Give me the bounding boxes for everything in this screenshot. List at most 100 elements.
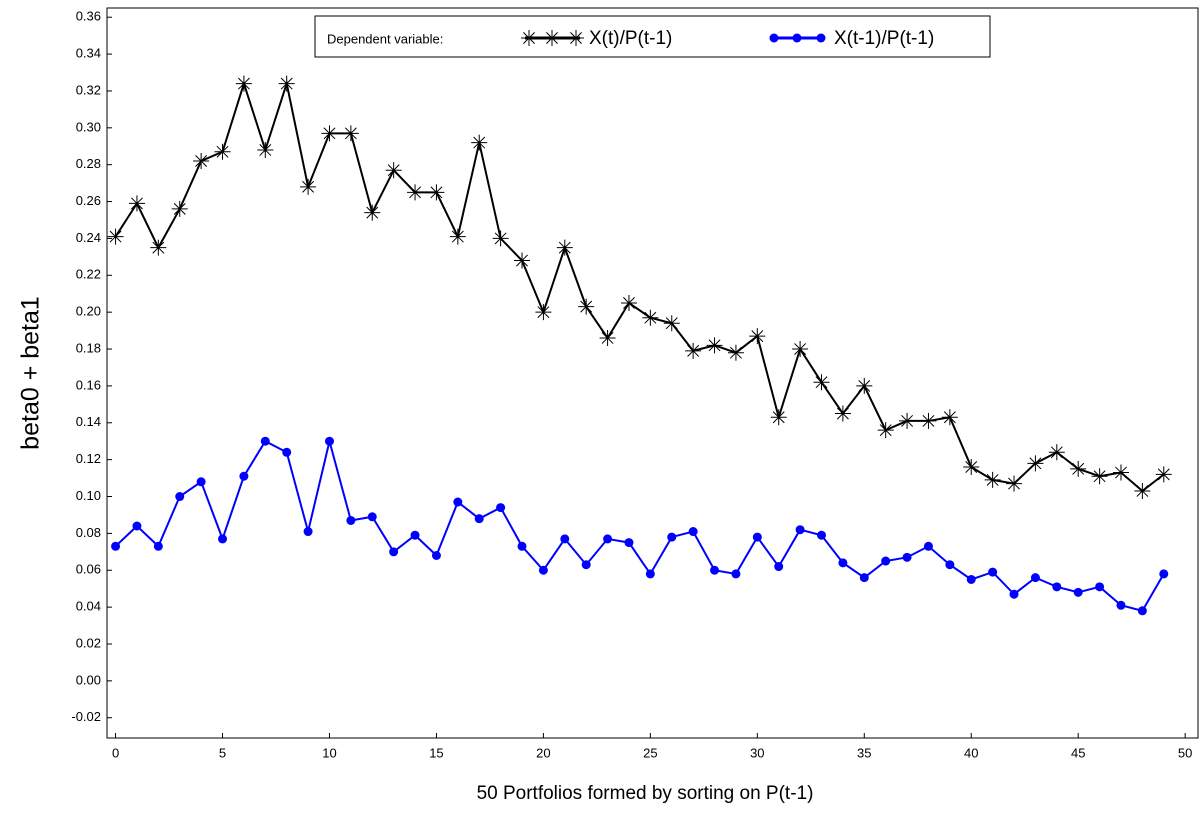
dot-marker xyxy=(816,530,826,540)
star-marker xyxy=(193,153,210,170)
star-marker xyxy=(471,134,488,151)
y-tick-label: 0.14 xyxy=(76,414,101,429)
y-tick-label: 0.32 xyxy=(76,82,101,97)
star-marker xyxy=(620,294,637,311)
dot-marker xyxy=(239,471,249,481)
y-axis-label: beta0 + beta1 xyxy=(17,296,45,450)
dot-marker xyxy=(560,534,570,544)
star-marker xyxy=(963,459,980,476)
x-tick-label: 50 xyxy=(1178,745,1192,760)
star-marker xyxy=(214,143,231,160)
dot-marker xyxy=(792,33,802,43)
dot-marker xyxy=(431,551,441,560)
dot-marker xyxy=(196,477,206,487)
dot-marker xyxy=(410,530,420,540)
dot-marker xyxy=(1073,587,1083,597)
dot-marker xyxy=(774,562,784,572)
x-tick-label: 40 xyxy=(964,745,978,760)
y-tick-label: 0.06 xyxy=(76,562,101,577)
dot-marker xyxy=(324,436,334,446)
dot-marker xyxy=(966,574,976,584)
dot-marker xyxy=(769,33,779,43)
star-marker xyxy=(128,195,145,212)
plot-frame xyxy=(106,7,1199,739)
series-line xyxy=(114,79,1165,493)
dot-marker xyxy=(645,569,655,579)
star-marker xyxy=(257,141,274,158)
dot-marker xyxy=(132,521,142,531)
star-marker xyxy=(856,377,873,394)
y-tick-label: 0.18 xyxy=(76,340,101,355)
star-marker xyxy=(1155,466,1172,483)
dot-marker xyxy=(923,541,933,551)
star-marker xyxy=(1070,460,1087,477)
x-tick-label: 20 xyxy=(536,745,550,760)
star-marker xyxy=(544,30,560,46)
star-marker xyxy=(1134,482,1151,499)
dot-marker xyxy=(303,527,313,537)
star-marker xyxy=(428,184,445,201)
dot-marker xyxy=(945,560,955,570)
dot-marker xyxy=(517,541,527,551)
dot-marker xyxy=(902,552,912,562)
dot-marker xyxy=(496,503,506,513)
x-tick-label: 5 xyxy=(219,745,226,760)
x-tick-label: 10 xyxy=(322,745,336,760)
star-marker xyxy=(984,471,1001,488)
star-marker xyxy=(521,30,537,46)
star-marker xyxy=(150,239,167,256)
star-marker xyxy=(941,409,958,426)
dot-marker xyxy=(453,497,463,507)
dot-marker xyxy=(710,565,720,575)
star-marker xyxy=(877,422,894,439)
dot-marker xyxy=(752,532,762,542)
dot-marker xyxy=(389,547,399,557)
legend-label: X(t-1)/P(t-1) xyxy=(834,28,934,49)
y-tick-label: 0.28 xyxy=(76,156,101,171)
y-tick-label: 0.04 xyxy=(76,599,101,614)
star-marker xyxy=(407,184,424,201)
x-tick-label: 25 xyxy=(643,745,657,760)
x-tick-label: 30 xyxy=(750,745,764,760)
star-marker xyxy=(107,228,124,245)
star-marker xyxy=(235,75,252,92)
dot-marker xyxy=(346,515,356,525)
y-tick-label: 0.26 xyxy=(76,193,101,208)
star-marker xyxy=(663,315,680,332)
dot-marker xyxy=(816,33,826,43)
star-marker xyxy=(171,200,188,217)
y-tick-label: 0.08 xyxy=(76,525,101,540)
dot-marker xyxy=(1052,582,1062,592)
dot-marker xyxy=(153,541,163,551)
star-marker xyxy=(813,374,830,391)
y-tick-label: 0.00 xyxy=(76,672,101,687)
x-tick-label: 45 xyxy=(1071,745,1085,760)
dot-marker xyxy=(1009,589,1019,599)
dot-marker xyxy=(1030,573,1040,583)
star-marker xyxy=(685,342,702,359)
star-marker xyxy=(535,304,552,321)
y-tick-label: 0.34 xyxy=(76,46,101,61)
y-tick-label: 0.20 xyxy=(76,304,101,319)
star-marker xyxy=(920,412,937,429)
legend-box xyxy=(314,15,991,58)
star-marker xyxy=(599,329,616,346)
y-tick-label: 0.24 xyxy=(76,230,101,245)
star-marker xyxy=(578,298,595,315)
dot-marker xyxy=(731,569,741,579)
x-tick-label: 0 xyxy=(112,745,119,760)
dot-marker xyxy=(603,534,613,544)
star-marker xyxy=(770,409,787,426)
star-marker xyxy=(568,30,584,46)
dot-marker xyxy=(667,532,677,542)
y-tick-label: -0.02 xyxy=(71,709,101,724)
dot-marker xyxy=(1116,600,1126,610)
y-tick-label: 0.02 xyxy=(76,635,101,650)
star-marker xyxy=(556,239,573,256)
dot-marker xyxy=(282,447,292,457)
star-marker xyxy=(642,309,659,326)
star-marker xyxy=(1006,475,1023,492)
star-marker xyxy=(385,162,402,179)
dot-marker xyxy=(624,538,634,548)
star-marker xyxy=(749,328,766,345)
